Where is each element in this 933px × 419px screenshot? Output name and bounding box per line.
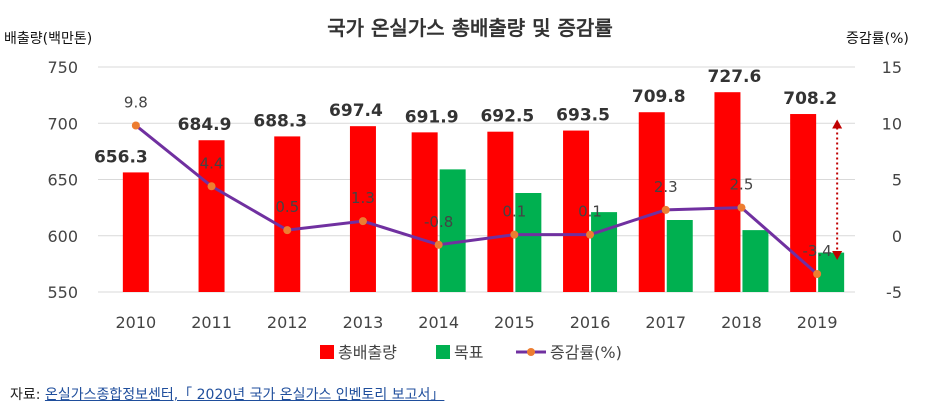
left-tick-label: 600 xyxy=(47,227,78,246)
target-bar xyxy=(666,220,693,292)
x-tick-label: 2010 xyxy=(115,313,156,332)
target-bar xyxy=(439,169,466,292)
emission-bar xyxy=(638,112,665,292)
rate-marker xyxy=(586,230,595,239)
legend-label-target: 목표 xyxy=(454,343,483,362)
rate-marker xyxy=(434,240,443,249)
target-bar xyxy=(515,193,542,292)
emission-bar xyxy=(790,114,817,293)
x-tick-label: 2016 xyxy=(570,313,611,332)
rate-marker xyxy=(358,217,367,226)
annotation-arrowhead-up xyxy=(832,119,843,129)
emission-value-label: 656.3 xyxy=(94,147,148,167)
right-tick-label: 5 xyxy=(892,171,902,190)
data-labels: 656.3 684.9 688.3 697.4 691.9 692.5 693.5 709.8… xyxy=(94,67,837,260)
legend-label-emissions: 총배출량 xyxy=(338,343,397,362)
rate-value-label: 4.4 xyxy=(200,154,224,172)
annotation-arrow xyxy=(832,119,843,260)
rate-marker xyxy=(207,182,216,191)
emission-bar xyxy=(122,172,149,292)
right-tick-label: 15 xyxy=(882,58,902,77)
chart-title: 국가 온실가스 총배출량 및 증감률 xyxy=(327,16,612,40)
rate-value-label: 2.5 xyxy=(730,176,754,194)
source-link[interactable]: 온실가스종합정보센터,「 2020년 국가 온실가스 인벤토리 보고서」 xyxy=(44,387,445,403)
x-tick-label: 2013 xyxy=(343,313,384,332)
emission-bar xyxy=(349,126,376,292)
target-bar xyxy=(591,212,618,292)
rate-marker xyxy=(737,203,746,212)
emission-value-label: 692.5 xyxy=(480,107,534,127)
emission-value-label: 709.8 xyxy=(632,87,686,107)
source-prefix: 자료: xyxy=(10,387,45,403)
rate-marker xyxy=(661,205,670,214)
emissions-chart: 국가 온실가스 총배출량 및 증감률 배출량(백만톤) 증감률(%) 550 60… xyxy=(4,16,909,362)
rate-value-label: 0.5 xyxy=(275,198,299,216)
x-tick-label: 2017 xyxy=(645,313,686,332)
rate-marker xyxy=(813,270,822,278)
rate-value-label: 9.8 xyxy=(124,94,148,112)
emission-bar xyxy=(487,131,514,292)
rate-value-label: 2.3 xyxy=(654,178,678,196)
legend-label-rate: 증감률(%) xyxy=(550,343,622,362)
emission-value-label: 693.5 xyxy=(556,106,610,126)
emission-value-label: 684.9 xyxy=(178,115,232,135)
x-tick-label: 2015 xyxy=(494,313,535,332)
x-tick-label: 2018 xyxy=(721,313,762,332)
left-tick-label: 550 xyxy=(47,283,78,302)
rate-marker xyxy=(283,226,292,235)
legend: 총배출량 목표 증감률(%) xyxy=(320,343,622,362)
emission-bar xyxy=(274,136,301,292)
target-bar xyxy=(818,252,845,292)
rate-value-label: 0.1 xyxy=(502,203,526,221)
emission-bar xyxy=(714,92,741,292)
rate-marker xyxy=(131,121,140,130)
emission-value-label: 688.3 xyxy=(253,111,307,131)
legend-swatch-target xyxy=(436,345,450,359)
right-tick-label: -5 xyxy=(886,283,902,302)
right-axis-label: 증감률(%) xyxy=(846,31,909,47)
left-axis-label: 배출량(백만톤) xyxy=(4,31,92,47)
emission-bar xyxy=(411,132,438,292)
axis-ticks: 550 600 650 700 750 -5 0 5 10 15 2010 2011 2012 2013 2… xyxy=(47,58,902,332)
left-tick-label: 750 xyxy=(47,58,78,77)
emission-bar xyxy=(563,130,590,292)
rate-value-label: -0.8 xyxy=(424,213,453,231)
annotation-arrowhead-down xyxy=(832,251,843,260)
target-bar xyxy=(742,230,769,292)
emission-bar xyxy=(198,140,225,292)
emission-value-label: 727.6 xyxy=(708,67,762,87)
legend-swatch-emissions xyxy=(320,345,334,359)
x-tick-label: 2019 xyxy=(797,313,838,332)
emission-value-label: 697.4 xyxy=(329,101,383,121)
rate-value-label: 1.3 xyxy=(351,189,375,207)
emission-value-label: 691.9 xyxy=(405,107,459,127)
legend-marker-rate xyxy=(527,348,535,356)
x-tick-label: 2014 xyxy=(418,313,459,332)
x-tick-label: 2012 xyxy=(267,313,308,332)
x-tick-label: 2011 xyxy=(191,313,232,332)
rate-value-label: -3.4 xyxy=(803,242,832,260)
left-tick-label: 650 xyxy=(47,171,78,190)
rate-polyline xyxy=(134,124,819,276)
left-tick-label: 700 xyxy=(47,114,78,133)
rate-line xyxy=(131,121,822,278)
emission-value-label: 708.2 xyxy=(783,89,837,109)
rate-marker xyxy=(510,230,519,239)
right-tick-label: 10 xyxy=(882,114,902,133)
bars xyxy=(122,92,845,293)
source-note: 자료: 온실가스종합정보센터,「 2020년 국가 온실가스 인벤토리 보고서」 xyxy=(10,384,444,404)
rate-value-label: 0.1 xyxy=(578,203,602,221)
right-tick-label: 0 xyxy=(892,227,902,246)
